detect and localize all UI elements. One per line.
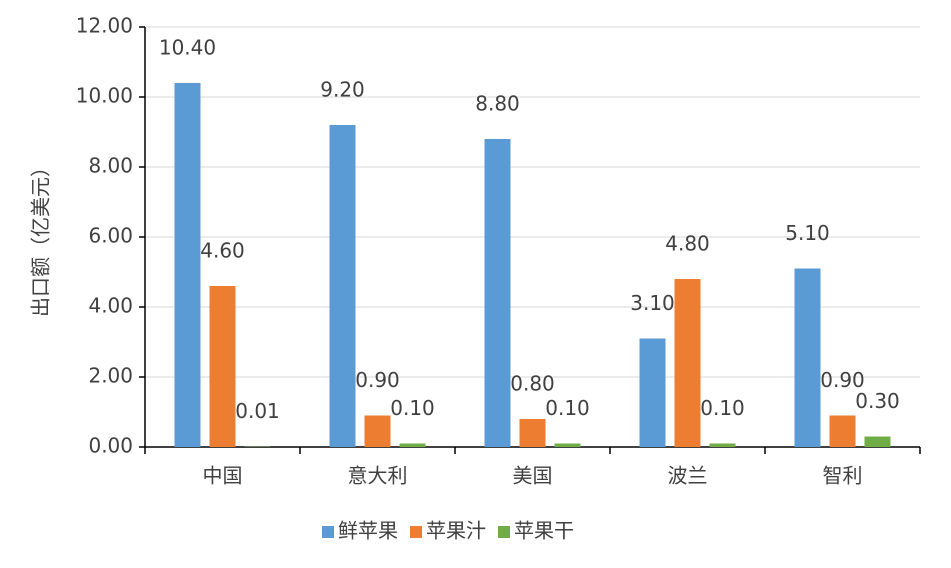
x-tick-label: 美国 [513,464,553,488]
value-label: 5.10 [785,221,830,245]
x-tick-label: 波兰 [668,464,708,488]
legend-swatch [410,526,422,538]
y-tick-label: 6.00 [88,224,133,248]
legend-label: 鲜苹果 [338,519,398,543]
y-axis-title: 出口额（亿美元） [29,157,53,317]
value-label: 0.10 [700,396,745,420]
legend-swatch [498,526,510,538]
legend-swatch [322,526,334,538]
bar [674,279,701,447]
bar [484,139,511,447]
value-label: 10.40 [159,36,216,60]
value-label: 9.20 [320,78,365,102]
value-label: 0.80 [510,372,555,396]
y-tick-label: 10.00 [76,84,133,108]
bar [639,338,666,447]
bar [209,286,236,447]
value-label: 0.10 [390,396,435,420]
value-label: 0.90 [820,368,865,392]
value-label: 0.01 [235,399,280,423]
value-label: 0.90 [355,368,400,392]
value-label: 0.10 [545,396,590,420]
y-tick-label: 4.00 [88,294,133,318]
bar [829,415,856,447]
y-tick-label: 0.00 [88,434,133,458]
bar [399,443,426,447]
bar [329,125,356,447]
bar [364,415,391,447]
bar [174,83,201,447]
x-tick-label: 意大利 [348,464,408,488]
x-tick-label: 智利 [823,464,863,488]
value-label: 4.60 [200,239,245,263]
value-label: 4.80 [665,232,710,256]
value-label: 0.30 [855,389,900,413]
bar [519,419,546,447]
y-tick-label: 8.00 [88,154,133,178]
value-label: 8.80 [475,92,520,116]
legend-label: 苹果汁 [426,519,486,543]
x-tick-label: 中国 [203,464,243,488]
bar [794,268,821,447]
y-tick-label: 12.00 [76,14,133,38]
bar [554,443,581,447]
bar [864,436,891,447]
y-tick-label: 2.00 [88,364,133,388]
bar [709,443,736,447]
value-label: 3.10 [630,291,675,315]
legend-label: 苹果干 [514,519,574,543]
